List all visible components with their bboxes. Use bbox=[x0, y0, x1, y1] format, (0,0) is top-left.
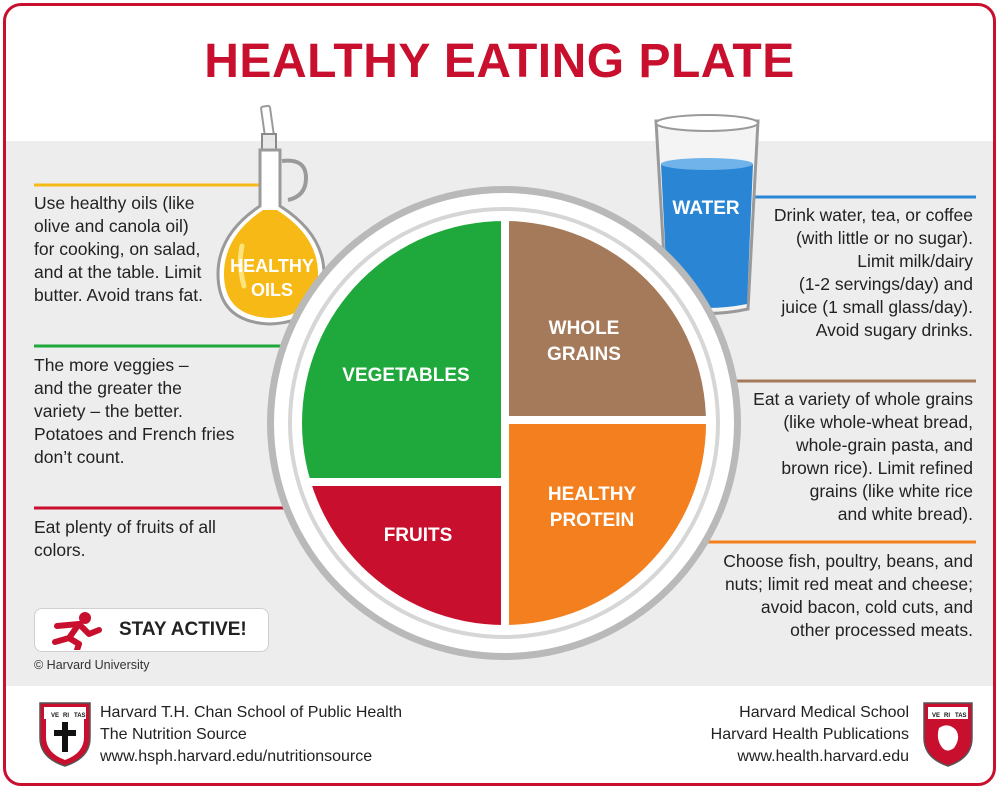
grains-note-line: grains (like white rice bbox=[809, 481, 973, 501]
water-note-line: juice (1 small glass/day). bbox=[781, 297, 973, 317]
protein-note-line: nuts; limit red meat and cheese; bbox=[724, 574, 973, 594]
vegetables-note-line: variety – the better. bbox=[34, 401, 183, 421]
page-title: HEALTHY EATING PLATE bbox=[204, 35, 795, 88]
vegetables-note-line: and the greater the bbox=[34, 378, 182, 398]
fruits-label: FRUITS bbox=[384, 525, 453, 546]
oils-bottle-label-line2: OILS bbox=[251, 280, 293, 300]
fruits-note: Eat plenty of fruits of all colors. bbox=[34, 516, 216, 562]
oil-bottle-icon bbox=[216, 104, 326, 326]
vegetables-note-line: The more veggies – bbox=[34, 355, 189, 375]
hms-shield-text-1: VE bbox=[932, 713, 940, 719]
chan-shield-text-1: VE bbox=[51, 713, 59, 719]
grains-note-line: Eat a variety of whole grains bbox=[753, 389, 973, 409]
protein-note: Choose fish, poultry, beans, and nuts; l… bbox=[723, 550, 973, 642]
oils-note-line: for cooking, on salad, bbox=[34, 239, 201, 259]
water-note-line: (with little or no sugar). bbox=[795, 228, 973, 248]
fruits-note-line: Eat plenty of fruits of all bbox=[34, 517, 216, 537]
footer-right-publications: Harvard Health Publications bbox=[710, 726, 909, 743]
footer-right-url[interactable]: www.health.harvard.edu bbox=[737, 748, 909, 765]
protein-note-line: other processed meats. bbox=[790, 620, 973, 640]
footer-right: Harvard Medical School Harvard Health Pu… bbox=[711, 702, 909, 768]
running-person-icon bbox=[52, 612, 102, 650]
grains-note-line: brown rice). Limit refined bbox=[781, 458, 973, 478]
whole-grains-label-line1: WHOLE bbox=[549, 318, 620, 339]
vegetables-note: The more veggies – and the greater the v… bbox=[34, 354, 234, 469]
plate bbox=[267, 186, 741, 660]
chan-shield-text-2: RI bbox=[63, 713, 69, 719]
hms-shield-text-3: TAS bbox=[955, 713, 967, 719]
chan-shield-text-3: TAS bbox=[74, 713, 86, 719]
water-note-line: Avoid sugary drinks. bbox=[815, 320, 973, 340]
fruits-note-line: colors. bbox=[34, 540, 86, 560]
vegetables-note-line: don’t count. bbox=[34, 447, 125, 467]
protein-note-line: Choose fish, poultry, beans, and bbox=[723, 551, 973, 571]
stay-active-badge: STAY ACTIVE! bbox=[34, 608, 269, 652]
footer-left: Harvard T.H. Chan School of Public Healt… bbox=[100, 702, 402, 768]
water-note-line: Drink water, tea, or coffee bbox=[773, 205, 973, 225]
copyright: © Harvard University bbox=[34, 658, 150, 672]
water-note: Drink water, tea, or coffee (with little… bbox=[774, 204, 973, 342]
harvard-chan-shield-icon: VE RI TAS bbox=[39, 702, 91, 767]
footer-left-source: The Nutrition Source bbox=[100, 726, 247, 743]
vegetables-note-line: Potatoes and French fries bbox=[34, 424, 235, 444]
stay-active-label: STAY ACTIVE! bbox=[119, 619, 247, 640]
whole-grains-label-line2: GRAINS bbox=[547, 344, 621, 365]
footer-left-url[interactable]: www.hsph.harvard.edu/nutritionsource bbox=[100, 748, 373, 765]
water-glass-label: WATER bbox=[672, 198, 739, 219]
oils-bottle-label-line1: HEALTHY bbox=[230, 256, 314, 276]
hms-shield-text-2: RI bbox=[944, 713, 950, 719]
oils-note-line: olive and canola oil) bbox=[34, 216, 189, 236]
harvard-medical-shield-icon: VE RI TAS bbox=[923, 702, 973, 767]
infographic-frame: HEALTHY EATING PLATE bbox=[3, 3, 996, 786]
water-note-line: Limit milk/dairy bbox=[857, 251, 973, 271]
vegetables-label: VEGETABLES bbox=[342, 365, 469, 386]
oils-note-line: and at the table. Limit bbox=[34, 262, 202, 282]
grains-note-line: (like whole-wheat bread, bbox=[783, 412, 973, 432]
grains-note-line: whole-grain pasta, and bbox=[795, 435, 973, 455]
healthy-protein-label-line1: HEALTHY bbox=[548, 484, 637, 505]
grains-note-line: and white bread). bbox=[837, 504, 973, 524]
footer-right-school: Harvard Medical School bbox=[739, 704, 909, 721]
protein-note-line: avoid bacon, cold cuts, and bbox=[760, 597, 973, 617]
oils-note-line: butter. Avoid trans fat. bbox=[34, 285, 203, 305]
plate-illustration: VEGETABLES WHOLE GRAINS HEALTHY PROTEIN … bbox=[34, 104, 976, 767]
grains-note: Eat a variety of whole grains (like whol… bbox=[753, 388, 973, 526]
oils-note: Use healthy oils (like olive and canola … bbox=[34, 192, 203, 307]
healthy-protein-label-line2: PROTEIN bbox=[550, 510, 634, 531]
oils-note-line: Use healthy oils (like bbox=[34, 193, 195, 213]
water-note-line: (1-2 servings/day) and bbox=[798, 274, 973, 294]
footer-left-school: Harvard T.H. Chan School of Public Healt… bbox=[100, 704, 403, 721]
